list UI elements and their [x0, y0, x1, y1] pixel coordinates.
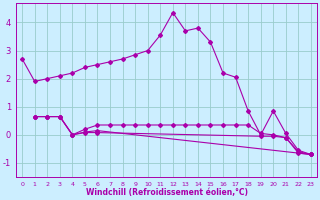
X-axis label: Windchill (Refroidissement éolien,°C): Windchill (Refroidissement éolien,°C) — [85, 188, 248, 197]
